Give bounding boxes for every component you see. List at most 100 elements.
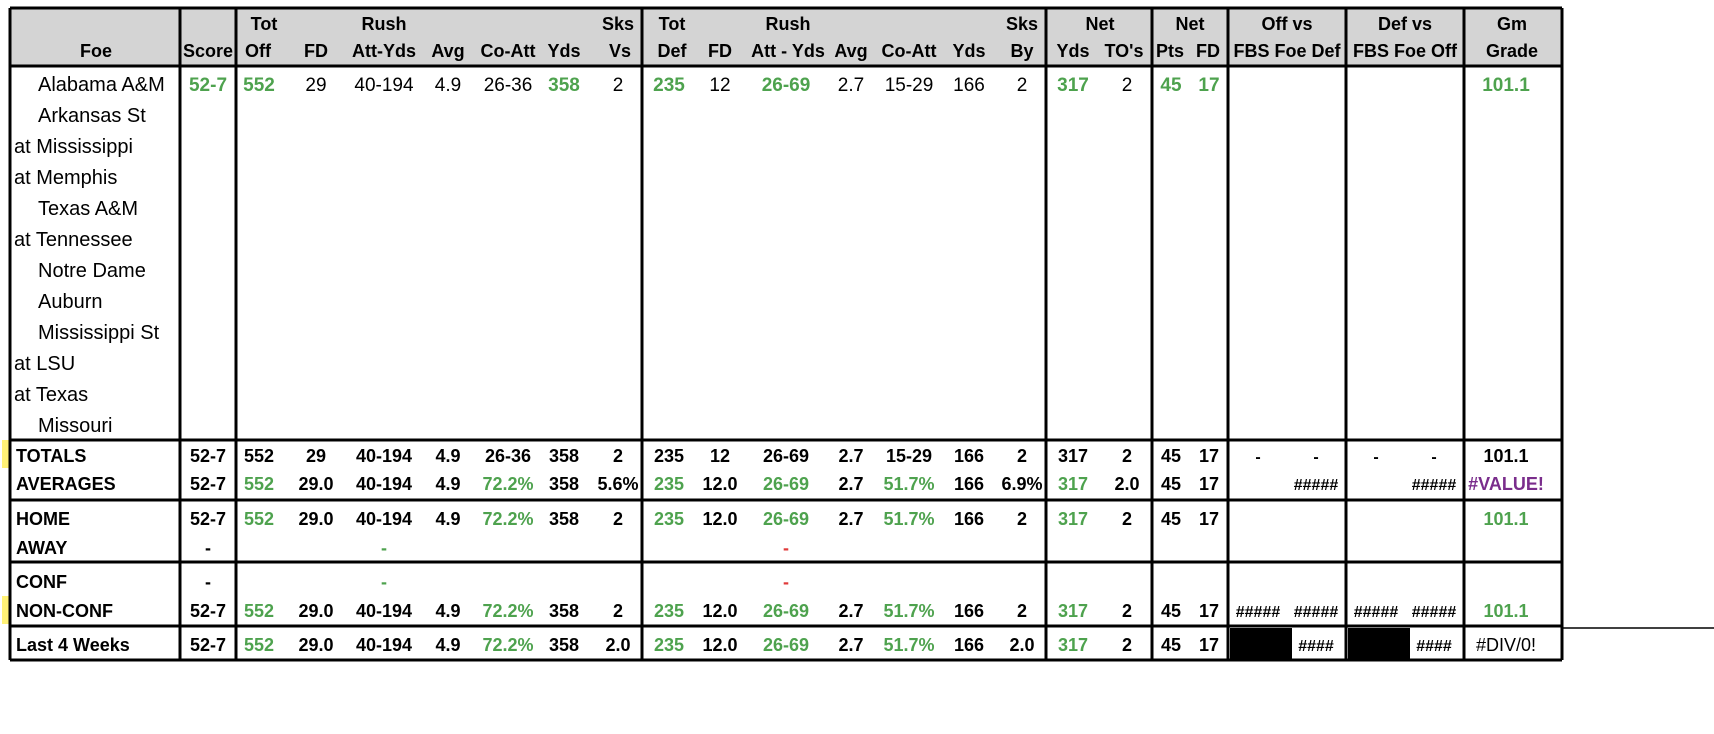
summary-cell-totals-tot_def: 235 xyxy=(654,446,684,466)
summary-cell-nonconf-tot_def: 235 xyxy=(654,601,684,621)
foe-name: Missouri xyxy=(38,415,112,437)
header-def_vs: Def vs xyxy=(1378,14,1432,34)
summary-cell-totals-fd: 29 xyxy=(306,446,326,466)
summary-cell-home-rush: 40-194 xyxy=(356,509,412,529)
summary-cell-last4-avg: 4.9 xyxy=(435,635,460,655)
summary-cell-home-yds: 358 xyxy=(549,509,579,529)
summary-cell-conf-rush: - xyxy=(381,572,387,592)
header-fbs_foe_def: FBS Foe Def xyxy=(1233,41,1341,61)
summary-cell-last4-sks: 2.0 xyxy=(605,635,630,655)
summary-cell-nonconf-tos: 2 xyxy=(1122,601,1132,621)
summary-cell-last4-score: 52-7 xyxy=(190,635,226,655)
summary-cell-nonconf-co_att_def: 51.7% xyxy=(883,601,934,621)
summary-cell-averages-avg_def: 2.7 xyxy=(838,474,863,494)
game-cell-sks_vs: 2 xyxy=(613,75,624,96)
header-net_yds: Yds xyxy=(1056,41,1089,61)
summary-cell-totals-yds_def: 166 xyxy=(954,446,984,466)
summary-cell-last4-net_fd: 17 xyxy=(1199,635,1219,655)
summary-label-away: AWAY xyxy=(16,538,67,558)
summary-cell-home-tot_def: 235 xyxy=(654,509,684,529)
summary-cell-last4-net_yds: 317 xyxy=(1058,635,1088,655)
foe-name: Arkansas St xyxy=(38,105,146,127)
header-net_pts: Net xyxy=(1175,14,1204,34)
summary-cell-totals-avg_def: 2.7 xyxy=(838,446,863,466)
summary-cell-totals-net_fd: 17 xyxy=(1199,446,1219,466)
summary-cell-averages-pts: 45 xyxy=(1161,474,1181,494)
summary-cell-nonconf-grade: 101.1 xyxy=(1483,601,1528,621)
header-sks_by: Sks xyxy=(1006,14,1038,34)
summary-cell-totals-def_a: - xyxy=(1373,449,1378,466)
summary-cell-averages-co_att: 72.2% xyxy=(482,474,533,494)
summary-cell-nonconf-rush_def: 26-69 xyxy=(763,601,809,621)
summary-label-conf: CONF xyxy=(16,572,67,592)
summary-cell-averages-tot_def: 235 xyxy=(654,474,684,494)
summary-cell-averages-co_att_def: 51.7% xyxy=(883,474,934,494)
header-yds: Yds xyxy=(547,41,580,61)
game-cell-net_pts: 45 xyxy=(1160,75,1182,96)
summary-cell-averages-yds_def: 166 xyxy=(954,474,984,494)
summary-cell-last4-pts: 45 xyxy=(1161,635,1181,655)
header-pts: Pts xyxy=(1156,41,1184,61)
header-co_att: Co-Att xyxy=(481,41,536,61)
summary-cell-nonconf-avg_def: 2.7 xyxy=(838,601,863,621)
summary-cell-totals-tot_off: 552 xyxy=(244,446,274,466)
row-marker-nonconf xyxy=(2,596,10,624)
summary-cell-totals-yds: 358 xyxy=(549,446,579,466)
summary-cell-totals-fd_def: 12 xyxy=(710,446,730,466)
game-cell-sks_by: 2 xyxy=(1017,75,1028,96)
summary-cell-averages-rush_def: 26-69 xyxy=(763,474,809,494)
summary-cell-nonconf-net_yds: 317 xyxy=(1058,601,1088,621)
summary-cell-home-co_att_def: 51.7% xyxy=(883,509,934,529)
summary-cell-home-tos: 2 xyxy=(1122,509,1132,529)
header-fbs_foe_off: FBS Foe Off xyxy=(1353,41,1458,61)
blank-cell-last4-def xyxy=(1348,628,1410,659)
game-cell-net_fd: 17 xyxy=(1198,75,1219,96)
summary-cell-averages-score: 52-7 xyxy=(190,474,226,494)
summary-cell-last4-rush: 40-194 xyxy=(356,635,412,655)
summary-cell-totals-off_b: - xyxy=(1313,449,1318,466)
summary-label-nonconf: NON-CONF xyxy=(16,601,113,621)
summary-cell-last4-fd_def: 12.0 xyxy=(702,635,737,655)
summary-cell-away-rush: - xyxy=(381,538,387,558)
summary-cell-last4-co_att: 72.2% xyxy=(482,635,533,655)
summary-cell-nonconf-sks: 2 xyxy=(613,601,623,621)
game-cell-pass_yds_def: 166 xyxy=(953,75,985,96)
foe-name: at Mississippi xyxy=(14,136,133,158)
summary-cell-nonconf-co_att: 72.2% xyxy=(482,601,533,621)
summary-cell-last4-off_b: #### xyxy=(1298,638,1334,655)
summary-cell-last4-tos: 2 xyxy=(1122,635,1132,655)
summary-cell-totals-score: 52-7 xyxy=(190,446,226,466)
summary-cell-last4-def_b: #### xyxy=(1416,638,1452,655)
header-rush_off: Rush xyxy=(362,14,407,34)
game-cell-avg: 4.9 xyxy=(435,75,461,96)
summary-cell-averages-fd: 29.0 xyxy=(298,474,333,494)
header-background xyxy=(10,8,1562,66)
summary-label-averages: AVERAGES xyxy=(16,474,116,494)
summary-cell-totals-rush_def: 26-69 xyxy=(763,446,809,466)
summary-cell-home-sks: 2 xyxy=(613,509,623,529)
header-co_att2: Co-Att xyxy=(882,41,937,61)
header-fd: FD xyxy=(304,41,328,61)
header-off: Off xyxy=(245,41,272,61)
summary-cell-totals-sks: 2 xyxy=(613,446,623,466)
foe-name: at LSU xyxy=(14,353,75,375)
summary-cell-totals-grade: 101.1 xyxy=(1483,446,1528,466)
summary-cell-nonconf-sks_by: 2 xyxy=(1017,601,1027,621)
header-avg2: Avg xyxy=(834,41,867,61)
game-cell-pass_yds: 358 xyxy=(548,75,580,96)
summary-cell-home-rush_def: 26-69 xyxy=(763,509,809,529)
summary-cell-home-co_att: 72.2% xyxy=(482,509,533,529)
header-net_yds: Net xyxy=(1085,14,1114,34)
header-score: Score xyxy=(183,41,233,61)
summary-cell-nonconf-off_b: ##### xyxy=(1294,604,1339,621)
header-def: Def xyxy=(657,41,687,61)
summary-cell-last4-tot_def: 235 xyxy=(654,635,684,655)
header-tot_def: Tot xyxy=(659,14,686,34)
game-cell-tot_off: 552 xyxy=(243,75,275,96)
header-vs: Vs xyxy=(609,41,631,61)
game-cell-score: 52-7 xyxy=(189,75,227,96)
foe-name: at Tennessee xyxy=(14,229,133,251)
summary-cell-away-score: - xyxy=(205,538,211,558)
header-att_yds2: Att - Yds xyxy=(751,41,825,61)
